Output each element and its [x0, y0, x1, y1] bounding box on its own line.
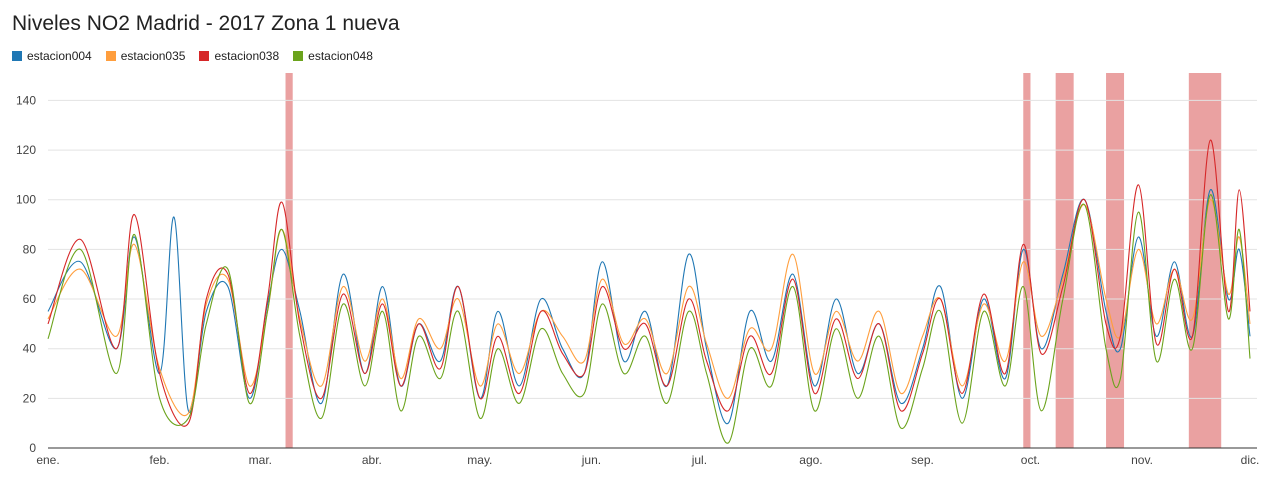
- legend-label-estacion004: estacion004: [27, 49, 92, 63]
- y-tick-label-100: 100: [16, 193, 36, 207]
- x-tick-label-abr: abr.: [362, 453, 382, 467]
- legend-swatch-estacion048: [293, 51, 304, 61]
- x-tick-label-may: may.: [467, 453, 492, 467]
- x-tick-label-jun: jun.: [581, 453, 601, 467]
- legend-item-estacion004[interactable]: estacion004: [12, 49, 92, 63]
- legend-label-estacion038: estacion038: [214, 49, 280, 63]
- y-tick-label-0: 0: [29, 441, 36, 455]
- y-tick-label-120: 120: [16, 143, 36, 157]
- series-lines: [47, 139, 1251, 444]
- y-axis-tick-labels: 0 20 40 60 80 100 120 140: [16, 93, 36, 455]
- x-tick-label-mar: mar.: [249, 453, 272, 467]
- x-tick-label-dic: dic.: [1241, 453, 1260, 467]
- x-tick-label-sep: sep.: [911, 453, 934, 467]
- highlight-bands: [285, 73, 1222, 448]
- legend-swatch-estacion035: [105, 51, 116, 61]
- chart-legend: estacion004 estacion035 estacion038 esta…: [12, 49, 373, 63]
- legend-item-estacion035[interactable]: estacion035: [105, 49, 186, 63]
- y-tick-label-80: 80: [23, 242, 37, 256]
- highlight-band-3: [1055, 73, 1074, 448]
- legend-item-estacion048[interactable]: estacion048: [293, 49, 373, 63]
- legend-label-estacion048: estacion048: [308, 49, 373, 63]
- legend-label-estacion035: estacion035: [120, 49, 186, 63]
- y-tick-label-20: 20: [23, 391, 37, 405]
- series-line-estacion038: [47, 139, 1251, 427]
- series-line-estacion048: [47, 194, 1251, 444]
- y-tick-label-40: 40: [23, 342, 37, 356]
- y-tick-label-60: 60: [23, 292, 37, 306]
- x-tick-label-ago: ago.: [799, 453, 822, 467]
- x-tick-label-nov: nov.: [1131, 453, 1153, 467]
- x-tick-label-oct: oct.: [1021, 453, 1040, 467]
- x-tick-label-feb: feb.: [150, 453, 170, 467]
- x-tick-label-jul: jul.: [691, 453, 707, 467]
- chart-title: Niveles NO2 Madrid - 2017 Zona 1 nueva: [12, 12, 400, 35]
- x-tick-label-ene: ene.: [36, 453, 59, 467]
- highlight-band-4: [1106, 73, 1125, 448]
- legend-swatch-estacion038: [199, 51, 210, 61]
- y-tick-label-140: 140: [16, 93, 36, 107]
- legend-item-estacion038[interactable]: estacion038: [199, 49, 279, 63]
- gridlines: [48, 99, 1257, 399]
- x-axis-tick-labels: ene. feb. mar. abr. may. jun. jul. ago. sep. oct.…: [36, 453, 1259, 467]
- highlight-band-5: [1188, 73, 1222, 448]
- legend-swatch-estacion004: [12, 51, 22, 61]
